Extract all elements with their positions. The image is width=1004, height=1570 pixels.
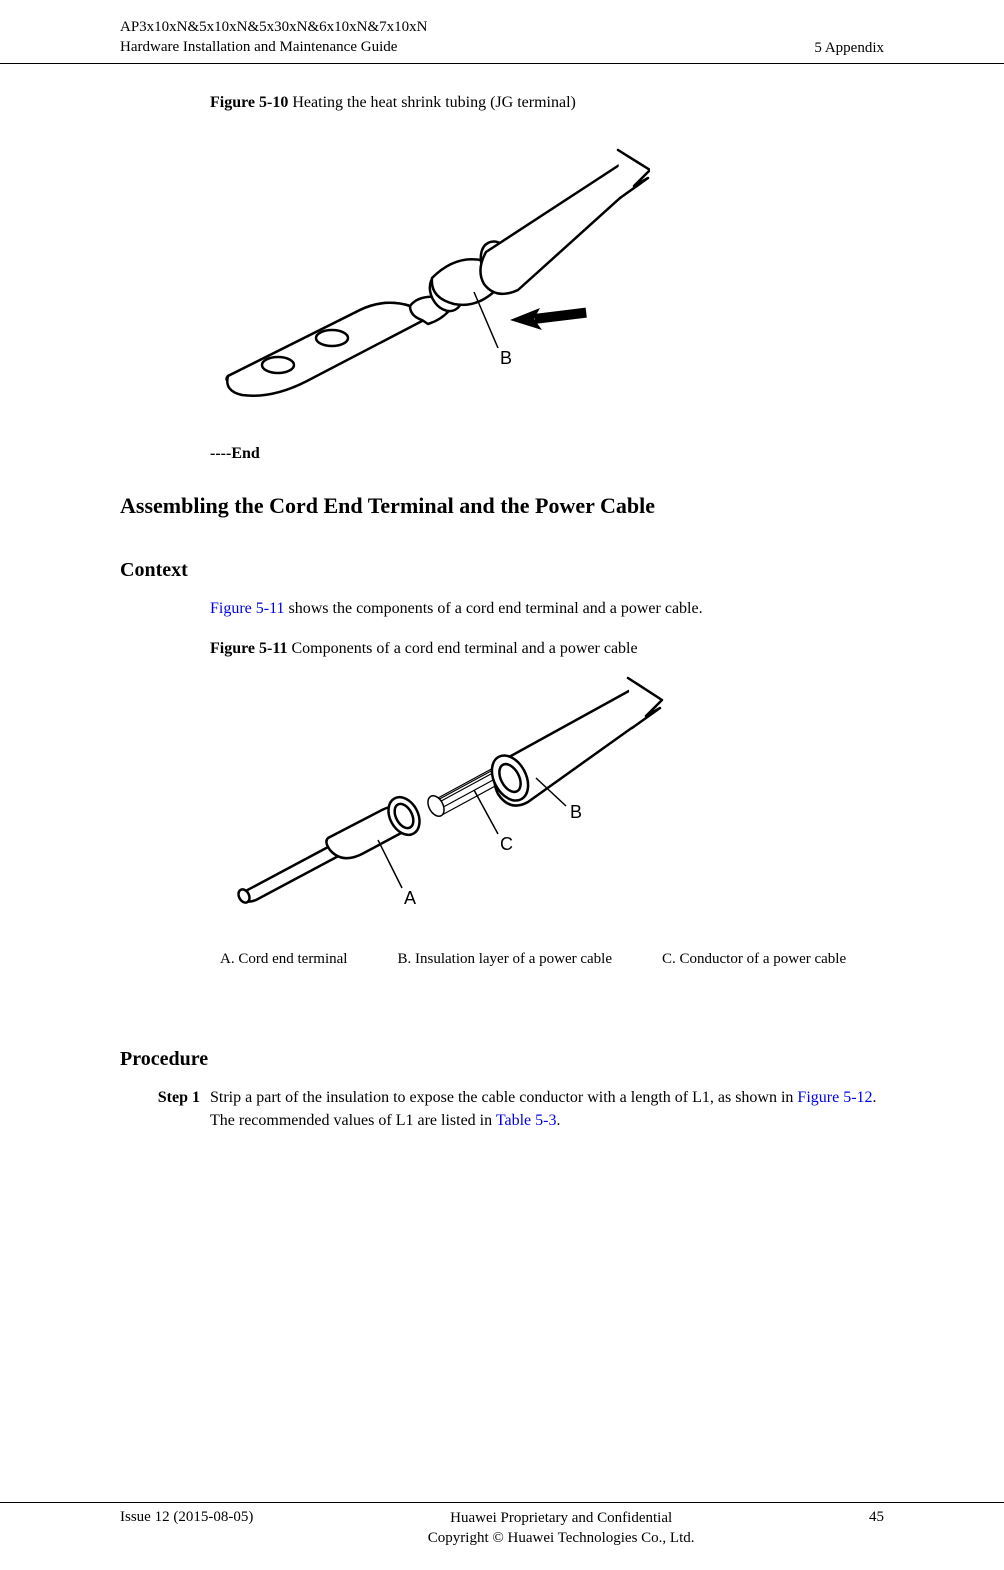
header-product-line2: Hardware Installation and Maintenance Gu…: [120, 38, 428, 58]
legend-a: A. Cord end terminal: [220, 951, 347, 968]
figure-5-10-label-b: B: [500, 348, 512, 368]
footer-page-number: 45: [869, 1509, 884, 1526]
footer-line2: Copyright © Huawei Technologies Co., Ltd…: [253, 1529, 869, 1549]
heading-context: Context: [120, 559, 884, 582]
figure-5-11-caption: Figure 5-11 Components of a cord end ter…: [210, 640, 884, 658]
figure-5-11-diagram: A B C: [210, 666, 884, 931]
figure-5-11-reference[interactable]: Figure 5-11: [210, 600, 285, 617]
figure-5-11-number: Figure 5-11: [210, 640, 287, 657]
figure-5-10-number: Figure 5-10: [210, 94, 288, 111]
footer-issue: Issue 12 (2015-08-05): [120, 1509, 253, 1526]
figure-5-11-title: Components of a cord end terminal and a …: [287, 640, 637, 657]
heading-assembling: Assembling the Cord End Terminal and the…: [120, 493, 884, 519]
figure-5-11-label-c: C: [500, 834, 513, 854]
page-content: Figure 5-10 Heating the heat shrink tubi…: [0, 64, 1004, 1132]
figure-5-11-label-a: A: [404, 888, 416, 908]
step1-post: .: [556, 1112, 560, 1129]
page-header: AP3x10xN&5x10xN&5x30xN&6x10xN&7x10xN Har…: [0, 0, 1004, 64]
heading-procedure: Procedure: [120, 1048, 884, 1071]
legend-c: C. Conductor of a power cable: [662, 951, 846, 968]
figure-5-10-caption: Figure 5-10 Heating the heat shrink tubi…: [210, 94, 884, 112]
legend-b: B. Insulation layer of a power cable: [397, 951, 612, 968]
step-1-label: Step 1: [152, 1087, 210, 1132]
table-5-3-reference[interactable]: Table 5-3: [496, 1112, 557, 1129]
step-1-body: Strip a part of the insulation to expose…: [210, 1087, 884, 1132]
header-product-line1: AP3x10xN&5x10xN&5x30xN&6x10xN&7x10xN: [120, 18, 428, 38]
figure-5-10-title: Heating the heat shrink tubing (JG termi…: [288, 94, 575, 111]
context-paragraph: Figure 5-11 shows the components of a co…: [210, 598, 884, 620]
figure-5-10-diagram: B: [210, 120, 884, 405]
page-footer: Issue 12 (2015-08-05) Huawei Proprietary…: [0, 1502, 1004, 1548]
step-1: Step 1 Strip a part of the insulation to…: [152, 1087, 884, 1132]
context-text: shows the components of a cord end termi…: [285, 600, 703, 617]
step1-pre: Strip a part of the insulation to expose…: [210, 1089, 797, 1106]
end-marker: ----End: [210, 445, 884, 463]
figure-5-12-reference[interactable]: Figure 5-12: [797, 1089, 872, 1106]
footer-line1: Huawei Proprietary and Confidential: [253, 1509, 869, 1529]
figure-5-11-legend: A. Cord end terminal B. Insulation layer…: [220, 951, 884, 968]
figure-5-11-label-b: B: [570, 802, 582, 822]
header-section: 5 Appendix: [814, 40, 884, 57]
